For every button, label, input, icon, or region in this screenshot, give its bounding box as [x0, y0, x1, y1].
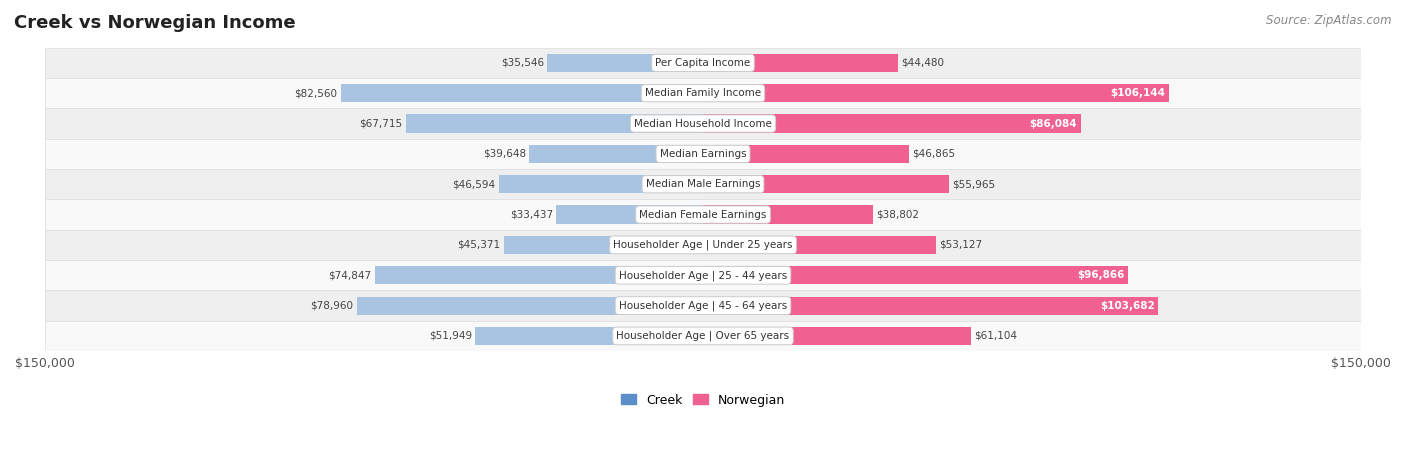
Bar: [45, 199, 1361, 230]
Bar: [45, 290, 1361, 321]
Bar: [45, 260, 1361, 290]
Text: Per Capita Income: Per Capita Income: [655, 58, 751, 68]
Text: $82,560: $82,560: [294, 88, 337, 98]
Bar: [503, 236, 703, 254]
Bar: [547, 54, 703, 72]
Text: Householder Age | Over 65 years: Householder Age | Over 65 years: [616, 331, 790, 341]
Bar: [45, 169, 1361, 199]
Bar: [45, 230, 1361, 260]
Text: Median Household Income: Median Household Income: [634, 119, 772, 128]
Text: $44,480: $44,480: [901, 58, 945, 68]
Text: $74,847: $74,847: [328, 270, 371, 280]
Text: $96,866: $96,866: [1077, 270, 1125, 280]
Text: Householder Age | 25 - 44 years: Householder Age | 25 - 44 years: [619, 270, 787, 281]
Bar: [529, 145, 703, 163]
Bar: [374, 266, 703, 284]
Text: $61,104: $61,104: [974, 331, 1018, 341]
Bar: [703, 54, 898, 72]
Bar: [703, 145, 908, 163]
Legend: Creek, Norwegian: Creek, Norwegian: [616, 389, 790, 411]
Bar: [703, 175, 949, 193]
Text: Householder Age | 45 - 64 years: Householder Age | 45 - 64 years: [619, 300, 787, 311]
Bar: [703, 236, 936, 254]
Text: $45,371: $45,371: [457, 240, 501, 250]
Text: Median Family Income: Median Family Income: [645, 88, 761, 98]
Bar: [357, 297, 703, 315]
Text: $38,802: $38,802: [876, 210, 920, 219]
Bar: [45, 321, 1361, 351]
Text: $78,960: $78,960: [311, 301, 353, 311]
Bar: [45, 139, 1361, 169]
Bar: [475, 327, 703, 345]
Text: $46,594: $46,594: [453, 179, 495, 189]
Bar: [499, 175, 703, 193]
Bar: [703, 297, 1159, 315]
Bar: [703, 205, 873, 224]
Text: $35,546: $35,546: [501, 58, 544, 68]
Bar: [557, 205, 703, 224]
Bar: [703, 266, 1128, 284]
Text: Median Earnings: Median Earnings: [659, 149, 747, 159]
Bar: [703, 84, 1168, 102]
Text: $51,949: $51,949: [429, 331, 472, 341]
Bar: [45, 48, 1361, 78]
Text: $103,682: $103,682: [1099, 301, 1154, 311]
Text: Median Female Earnings: Median Female Earnings: [640, 210, 766, 219]
Bar: [45, 108, 1361, 139]
Text: $53,127: $53,127: [939, 240, 983, 250]
Text: $33,437: $33,437: [510, 210, 553, 219]
Text: $106,144: $106,144: [1111, 88, 1166, 98]
Text: Creek vs Norwegian Income: Creek vs Norwegian Income: [14, 14, 295, 32]
Text: Householder Age | Under 25 years: Householder Age | Under 25 years: [613, 240, 793, 250]
Bar: [703, 327, 972, 345]
Text: Median Male Earnings: Median Male Earnings: [645, 179, 761, 189]
Text: $86,084: $86,084: [1029, 119, 1077, 128]
Text: $39,648: $39,648: [482, 149, 526, 159]
Text: $67,715: $67,715: [360, 119, 402, 128]
Bar: [703, 114, 1081, 133]
Bar: [340, 84, 703, 102]
Bar: [406, 114, 703, 133]
Text: $46,865: $46,865: [912, 149, 955, 159]
Bar: [45, 78, 1361, 108]
Text: $55,965: $55,965: [952, 179, 995, 189]
Text: Source: ZipAtlas.com: Source: ZipAtlas.com: [1267, 14, 1392, 27]
